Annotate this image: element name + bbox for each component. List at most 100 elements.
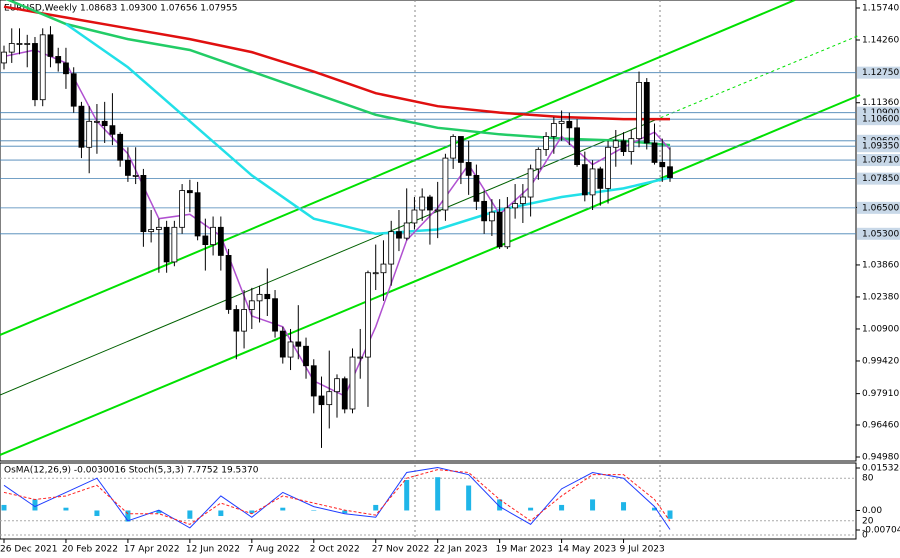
osma-bar <box>218 510 224 517</box>
candle-body <box>210 226 216 246</box>
level-box <box>857 201 900 214</box>
candle-body <box>574 127 580 165</box>
candle-body <box>620 140 627 153</box>
osma-bar <box>342 510 348 514</box>
osma-bar <box>32 499 38 511</box>
y-tick-label: 0.97910 <box>862 389 899 399</box>
candle-body <box>512 203 519 209</box>
candle-body <box>550 123 557 137</box>
osma-bar <box>621 502 627 511</box>
osma-bar <box>667 510 673 519</box>
y-tick-label: 1.14260 <box>862 36 899 46</box>
candle-body <box>636 82 642 140</box>
candle-body <box>63 62 69 75</box>
candle-body <box>527 168 534 198</box>
level-label: 1.05300 <box>862 229 899 239</box>
candle-body <box>109 125 116 135</box>
candle-body <box>233 309 240 332</box>
indicator-pane <box>0 462 857 540</box>
candle-body <box>659 162 666 168</box>
x-tick-label: 20 Feb 2022 <box>62 545 118 555</box>
candle-body <box>380 263 387 274</box>
candle-body <box>326 391 333 406</box>
candle-body <box>488 211 495 222</box>
candle-body <box>155 226 162 230</box>
y-tick-label: 1.03860 <box>862 260 899 270</box>
candle-body <box>465 162 472 176</box>
level-label: 1.07850 <box>862 174 899 184</box>
candle-body <box>396 231 402 239</box>
osma-bar <box>187 510 193 519</box>
osma-bar <box>466 485 472 511</box>
level-label: 1.10600 <box>862 115 899 125</box>
candle-body <box>628 138 635 153</box>
x-tick-label: 14 May 2023 <box>558 545 617 555</box>
candle-body <box>256 293 263 302</box>
symbol-title: EURUSD,Weekly 1.08683 1.09300 1.07656 1.… <box>4 4 237 14</box>
candle-body <box>125 159 131 176</box>
candle-body <box>341 378 348 410</box>
channel-mid-ext <box>654 34 861 121</box>
candle-body <box>264 293 271 300</box>
level-box <box>857 227 900 240</box>
candle-body <box>481 200 488 222</box>
x-tick-label: 22 Jan 2023 <box>434 545 488 555</box>
candle-body <box>612 140 619 148</box>
candle-body <box>519 196 526 204</box>
candle-body <box>643 82 650 144</box>
osma-bar <box>497 499 503 511</box>
candle-body <box>39 34 46 101</box>
candle-body <box>241 309 247 332</box>
stoch-tick-label: 80 <box>862 474 874 484</box>
osma-bar <box>435 477 441 511</box>
x-tick-label: 9 Jul 2023 <box>620 545 665 555</box>
candle-body <box>70 73 77 107</box>
candle-body <box>458 136 464 163</box>
candle-body <box>86 120 93 148</box>
candle-body <box>287 341 294 358</box>
candle-body <box>16 43 23 45</box>
candle-body <box>148 229 155 233</box>
candle-body <box>411 209 418 224</box>
channel-mid <box>0 119 656 396</box>
candle-body <box>535 149 542 170</box>
candle-body <box>225 255 232 310</box>
level-box <box>857 140 900 153</box>
osma-bar <box>249 510 255 514</box>
osma-bar <box>94 510 100 517</box>
candle-body <box>597 168 604 189</box>
x-tick-label: 12 Jun 2022 <box>186 545 240 555</box>
candle-body <box>388 231 395 265</box>
candle-body <box>543 136 549 150</box>
candle-body <box>1 51 7 64</box>
candle-body <box>272 298 278 332</box>
candle-body <box>248 300 255 310</box>
y-tick-label: 0.96460 <box>862 420 899 430</box>
x-tick-label: 2 Oct 2022 <box>310 545 360 555</box>
channel-upper <box>0 0 796 336</box>
candle-body <box>186 190 193 194</box>
y-tick-label: 1.11360 <box>862 98 899 108</box>
y-tick-label: 1.02380 <box>862 292 899 302</box>
candle-body <box>372 272 379 275</box>
candle-body <box>558 120 565 124</box>
level-label: 1.08710 <box>862 156 899 166</box>
channel-lower <box>0 94 861 456</box>
candle-body <box>434 209 441 212</box>
level-label: 1.09350 <box>862 142 899 152</box>
x-tick-label: 17 Apr 2022 <box>124 545 180 555</box>
stoch-tick-label: 20 <box>862 516 874 526</box>
candle-body <box>78 105 85 148</box>
candle-body <box>163 226 170 263</box>
osma-bar <box>63 507 69 511</box>
candle-body <box>581 164 588 196</box>
osma-bar <box>280 507 286 511</box>
osma-bar <box>156 510 162 514</box>
level-box <box>857 66 900 79</box>
osma-bar <box>404 479 410 511</box>
candle-body <box>403 222 410 239</box>
candle-body <box>318 395 325 406</box>
stoch-line <box>3 469 671 525</box>
candle-body <box>334 378 340 393</box>
